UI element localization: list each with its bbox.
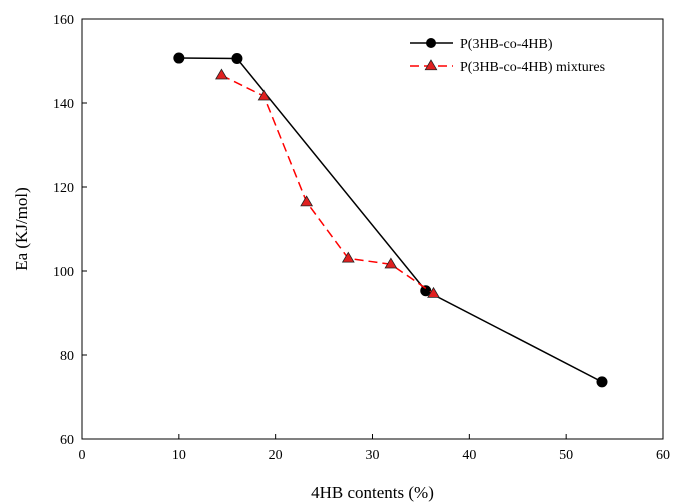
series-2-point: [341, 251, 355, 263]
series-line-1: [178, 57, 603, 383]
x-tick-label: 30: [366, 448, 380, 463]
legend: P(3HB-co-4HB) P(3HB-co-4HB) mixtures: [410, 37, 605, 75]
y-tick-label: 160: [53, 13, 74, 28]
series-2-point: [257, 89, 271, 101]
legend-label-series-1: P(3HB-co-4HB): [460, 37, 553, 52]
axis-ticks: 0 10 20 30 40 50 60 60 80 100 120 140 160: [53, 13, 670, 463]
series-2-point: [300, 195, 314, 207]
legend-marker-series-1: [426, 38, 436, 48]
series-2-point: [215, 68, 228, 80]
x-tick-label: 0: [79, 448, 86, 463]
series-2-point: [384, 257, 398, 269]
series-2-point: [427, 286, 440, 298]
series-layer: [173, 52, 608, 388]
legend-label-series-2: P(3HB-co-4HB) mixtures: [460, 60, 605, 75]
x-axis-title: 4HB contents (%): [311, 483, 434, 502]
y-axis-title: Ea (KJ/mol): [12, 187, 31, 271]
series-1-point: [420, 285, 432, 297]
x-tick-label: 50: [559, 448, 573, 463]
series-1-point: [596, 376, 608, 388]
legend-marker-series-2: [424, 59, 438, 71]
series-1-point: [231, 52, 243, 64]
y-tick-label: 60: [60, 433, 74, 448]
series-1-point: [173, 52, 185, 64]
y-tick-label: 140: [53, 97, 74, 112]
series-line-2: [221, 74, 434, 295]
y-tick-label: 80: [60, 349, 74, 364]
x-tick-label: 60: [656, 448, 670, 463]
x-tick-label: 10: [172, 448, 186, 463]
plot-area-frame: [81, 18, 664, 440]
y-tick-label: 120: [53, 181, 74, 196]
x-tick-label: 20: [269, 448, 283, 463]
y-tick-label: 100: [53, 265, 74, 280]
x-tick-label: 40: [462, 448, 476, 463]
